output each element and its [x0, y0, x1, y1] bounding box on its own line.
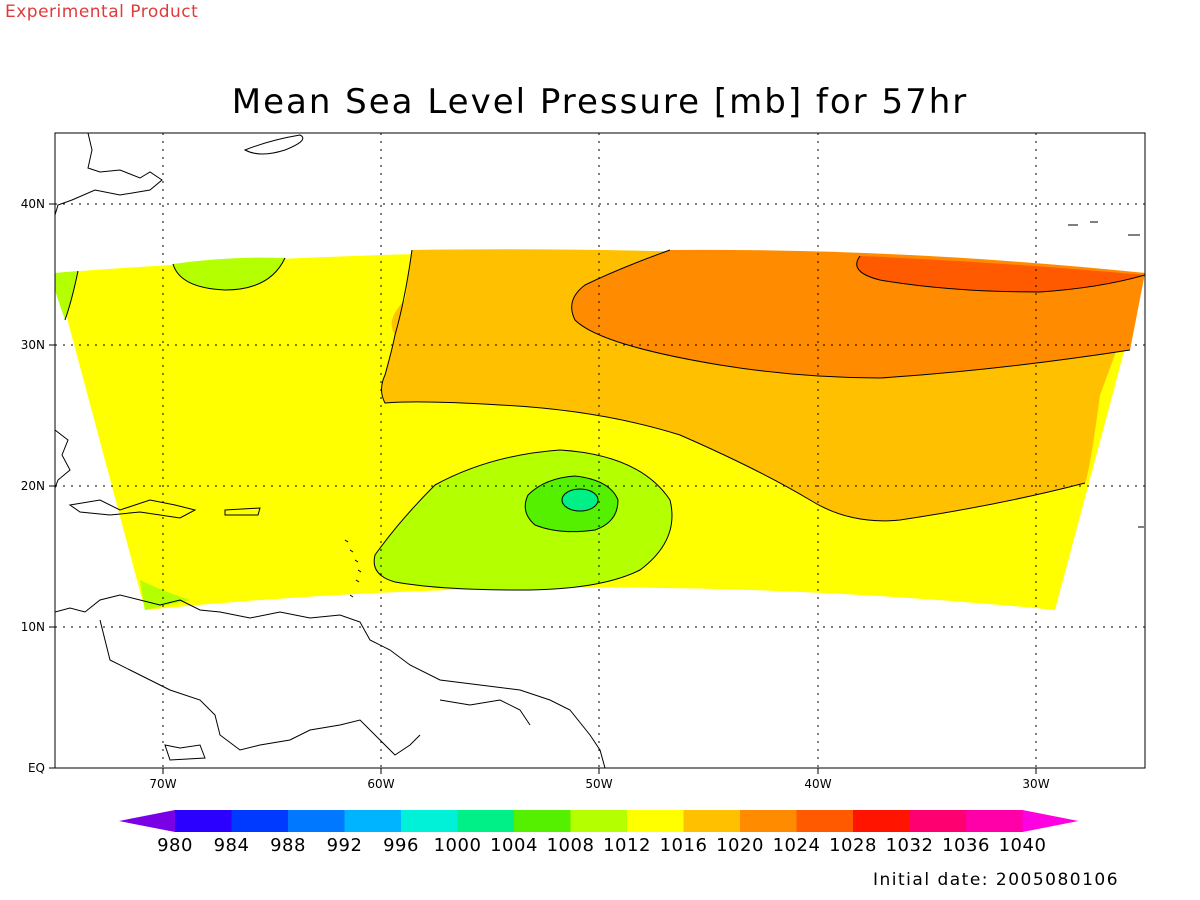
colorbar-level-label: 1020 [716, 835, 764, 856]
band-1008-1012-sw [140, 580, 190, 610]
colorbar-swatch [570, 810, 628, 832]
band-1008-1012-nw [173, 257, 285, 290]
colorbar-level-label: 1016 [660, 835, 708, 856]
colorbar-swatch [457, 810, 515, 832]
colorbar-level-label: 1028 [829, 835, 877, 856]
lat-label-20n: 20N [21, 479, 45, 493]
colorbar-swatch [853, 810, 910, 832]
colorbar-swatch [740, 810, 797, 832]
colorbar-swatch [683, 810, 741, 832]
colorbar-swatch [966, 810, 1023, 832]
lon-label-40w: 40W [804, 777, 831, 791]
axis-ticks [49, 203, 1037, 774]
colorbar-swatch [175, 810, 232, 832]
colorbar-level-label: 1024 [773, 835, 821, 856]
colorbar-swatch [909, 810, 967, 832]
band-1024-1028 [856, 256, 1145, 292]
colorbar-swatch [796, 810, 854, 832]
colorbar-level-label: 1000 [434, 835, 482, 856]
map-frame [54, 132, 1146, 769]
colorbar-level-label: 1012 [603, 835, 651, 856]
colorbar-swatch [288, 810, 345, 832]
colorbar-level-label: 1032 [886, 835, 934, 856]
colorbar-level-label: 1008 [547, 835, 595, 856]
experimental-product-tag: Experimental Product [5, 2, 199, 22]
colorbar-swatch [231, 810, 289, 832]
colorbar: 980 984 988 992 996 1000 1004 1008 1012 1016 1020 1… [119, 810, 1079, 856]
colorbar-swatch [514, 810, 571, 832]
lon-label-70w: 70W [149, 777, 176, 791]
colorbar-level-label: 1004 [490, 835, 538, 856]
lon-label-30w: 30W [1022, 777, 1049, 791]
gridlines [55, 133, 1145, 768]
lat-label-30n: 30N [21, 338, 45, 352]
isobars [64, 249, 1145, 591]
lat-label-40n: 40N [21, 197, 45, 211]
colorbar-arrow-low [119, 810, 175, 832]
lon-label-60w: 60W [367, 777, 394, 791]
lat-label-10n: 10N [21, 620, 45, 634]
colorbar-level-label: 984 [214, 835, 250, 856]
colorbar-swatch [344, 810, 402, 832]
colorbar-level-label: 980 [157, 835, 193, 856]
band-1000-1004-core [561, 488, 599, 512]
band-1008-1012-w [55, 271, 78, 320]
colorbar-level-label: 988 [270, 835, 306, 856]
coastlines [55, 133, 1144, 768]
colorbar-arrow-high [1022, 810, 1079, 832]
lon-label-50w: 50W [585, 777, 612, 791]
colorbar-level-label: 1036 [942, 835, 990, 856]
map-title: Mean Sea Level Pressure [mb] for 57hr [231, 82, 969, 122]
lat-label-eq: EQ [28, 761, 45, 775]
colorbar-swatch [627, 810, 684, 832]
colorbar-level-label: 1040 [999, 835, 1047, 856]
colorbar-level-label: 996 [383, 835, 419, 856]
colorbar-level-label: 992 [327, 835, 363, 856]
initial-date: Initial date: 2005080106 [873, 870, 1120, 890]
colorbar-swatch [401, 810, 458, 832]
